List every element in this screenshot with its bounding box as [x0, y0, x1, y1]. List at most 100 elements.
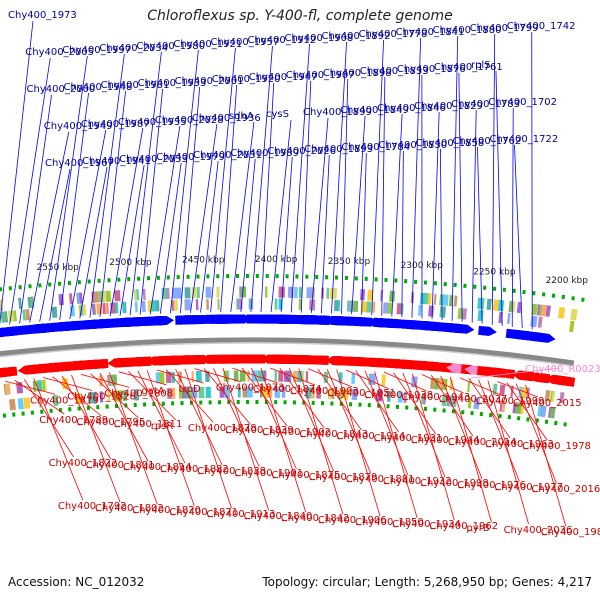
- cog-bar: [389, 290, 396, 302]
- leader-line: [213, 368, 260, 468]
- rna-label: Chy400_R0023: [525, 364, 600, 375]
- reverse-gene: [293, 355, 312, 365]
- leader-line: [109, 127, 144, 317]
- leader-line: [270, 119, 292, 313]
- cog-bar: [107, 390, 110, 403]
- tick-mark-inner: [544, 419, 549, 425]
- tick-mark: [571, 296, 575, 301]
- backbone-highlight: [0, 342, 574, 367]
- cog-bar: [192, 387, 198, 399]
- leader-line: [341, 78, 349, 314]
- leader-line: [222, 368, 269, 511]
- leader-line: [184, 368, 232, 509]
- gene-label: Chy400_1999: [476, 396, 545, 407]
- cog-bar: [473, 397, 480, 410]
- cog-bar: [510, 385, 514, 397]
- gene-label: Chy400_1879: [309, 472, 378, 483]
- gene-label: Chy400_1808: [104, 388, 173, 399]
- cog-bar: [301, 371, 305, 383]
- cog-bar: [430, 377, 435, 390]
- leader-line: [79, 166, 108, 319]
- forward-gene: [84, 319, 103, 330]
- leader-line: [230, 121, 255, 313]
- cog-bar: [396, 303, 402, 315]
- gene-label: Chy400_1778: [359, 29, 428, 40]
- cog-bar: [176, 287, 182, 299]
- cog-bar: [433, 293, 437, 305]
- gene-label: Chy400_1938: [364, 390, 433, 401]
- cog-bar: [89, 391, 96, 404]
- reverse-gene: [41, 362, 61, 373]
- cog-bar: [477, 309, 484, 322]
- cog-bar: [79, 292, 83, 304]
- gene-label: Chy400_1840: [244, 511, 313, 522]
- cog-bar: [372, 301, 376, 313]
- map-title: Chloroflexus sp. Y-400-fl, complete geno…: [147, 8, 453, 24]
- cog-bar: [448, 395, 455, 407]
- cog-bar: [22, 309, 26, 321]
- cog-bar: [351, 388, 358, 401]
- gene-label: rpsR: [151, 421, 174, 432]
- cog-bar: [316, 387, 322, 399]
- cog-bar: [292, 370, 299, 383]
- gene-label: Chy400_1948: [64, 82, 133, 93]
- forward-gene: [385, 318, 401, 328]
- cog-bar: [205, 286, 212, 298]
- cog-bar: [536, 304, 541, 316]
- leader-line: [355, 370, 399, 433]
- leader-line: [240, 158, 256, 313]
- reverse-gene: [389, 359, 411, 370]
- cog-bar: [68, 293, 73, 305]
- cog-bar: [147, 300, 152, 312]
- leader-line: [137, 370, 186, 464]
- leader-line: [149, 125, 181, 315]
- cog-bar: [142, 288, 146, 300]
- gene-label: Chy400_1935: [118, 117, 187, 128]
- gene-label: Chy400_2036: [504, 525, 573, 536]
- leader-line: [169, 49, 199, 314]
- cog-bar: [216, 286, 220, 298]
- tick-mark: [581, 297, 585, 302]
- cog-bar: [376, 390, 383, 402]
- gene-label: Chy400_1839: [225, 425, 294, 436]
- cog-bar: [417, 304, 422, 316]
- gene-label: sdhA: [229, 111, 254, 122]
- gene-label: Chy400_1898: [323, 68, 392, 79]
- gene-label: Chy400_1912: [247, 35, 316, 46]
- cog-bar: [106, 374, 111, 387]
- leader-line: [139, 88, 164, 315]
- cog-bar: [226, 370, 230, 382]
- reverse-gene: [416, 361, 437, 372]
- cog-bar: [279, 286, 285, 298]
- gene-label: Chy400_1826: [67, 391, 136, 402]
- cog-bar: [551, 390, 556, 403]
- cog-bar: [537, 405, 542, 417]
- cog-bar: [441, 394, 448, 407]
- gene-label: Chy400_1906: [318, 515, 387, 526]
- leader-line: [495, 70, 503, 326]
- cog-bar: [99, 391, 104, 403]
- cog-bar: [274, 370, 277, 382]
- gene-label: Chy400_1941: [82, 156, 151, 167]
- cog-bar: [352, 300, 359, 313]
- tick-label: 2350 kbp: [328, 257, 371, 267]
- gene-label: Chy400_1997: [62, 45, 131, 56]
- gene-label: cysS: [266, 109, 289, 120]
- gene-label: pyrB: [466, 523, 489, 534]
- reverse-gene: [309, 355, 329, 365]
- gene-label: Chy400_1882: [160, 464, 229, 475]
- gene-label: Chy400_2026: [267, 146, 336, 157]
- leader-line: [89, 53, 125, 318]
- leader-line: [39, 168, 71, 322]
- gene-label: Chy400_1893: [304, 144, 373, 155]
- cog-bar: [348, 300, 352, 312]
- cog-bar: [515, 402, 522, 414]
- reverse-gene: [65, 360, 81, 371]
- cog-bar: [298, 299, 302, 311]
- cog-bar: [310, 387, 315, 399]
- cog-bar: [32, 380, 37, 392]
- gene-label: Chy400_2031: [193, 150, 262, 161]
- cog-bar: [133, 289, 138, 301]
- cog-bar: [184, 287, 191, 299]
- cog-bar: [25, 308, 31, 321]
